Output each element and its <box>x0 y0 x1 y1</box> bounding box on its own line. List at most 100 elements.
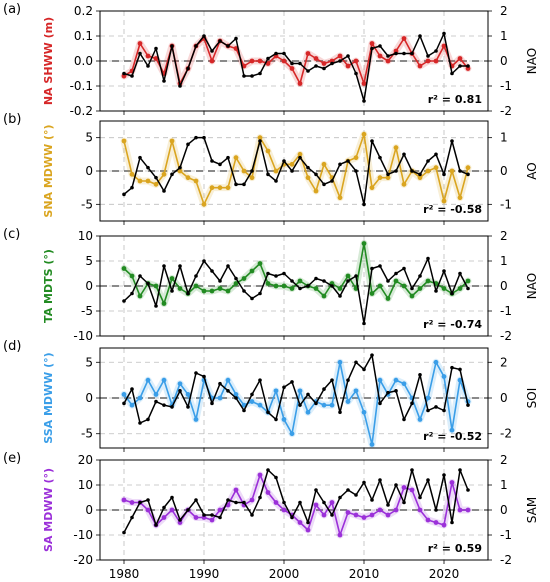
wave-point <box>265 281 271 286</box>
wave-point <box>225 377 231 383</box>
y-tick-label: 5 <box>85 254 93 268</box>
wave-point <box>297 520 303 525</box>
index-point <box>130 387 134 391</box>
index-point <box>282 500 286 505</box>
wave-point <box>161 171 167 177</box>
index-point <box>274 51 278 56</box>
index-point <box>426 408 430 413</box>
index-point <box>242 182 246 187</box>
index-point <box>250 513 254 517</box>
climate-index-line <box>123 469 469 533</box>
wave-point <box>137 395 143 401</box>
index-point <box>130 74 134 78</box>
wave-point <box>225 288 231 294</box>
wave-point <box>449 427 455 433</box>
index-point <box>194 371 198 375</box>
wave-point <box>353 58 359 64</box>
plot-frame <box>99 235 489 337</box>
wave-point <box>425 395 431 401</box>
wave-point <box>193 283 199 289</box>
index-point <box>138 155 142 160</box>
wave-point <box>337 53 343 59</box>
index-point <box>330 61 334 66</box>
wave-point <box>249 399 255 404</box>
wave-point <box>297 388 303 394</box>
wave-point <box>201 288 207 294</box>
index-point <box>210 269 214 273</box>
index-point <box>346 159 350 163</box>
x-tick-label: 2010 <box>349 567 380 581</box>
index-point <box>314 488 318 492</box>
index-point <box>386 279 390 283</box>
index-point <box>466 403 470 407</box>
index-point <box>346 488 350 492</box>
index-point <box>426 159 430 163</box>
index-point <box>130 291 134 296</box>
wave-point <box>177 381 183 387</box>
index-point <box>162 189 166 193</box>
series-uncertainty-band <box>120 358 472 448</box>
climate-index-line <box>123 257 469 325</box>
index-point <box>410 401 414 406</box>
index-point <box>194 135 198 140</box>
index-point <box>290 169 294 173</box>
index-point <box>394 483 398 487</box>
y-tick-label: -10 <box>73 329 93 343</box>
wave-point <box>249 58 255 64</box>
index-point <box>226 44 230 48</box>
wave-point <box>449 480 455 485</box>
wave-point <box>321 293 327 299</box>
index-point <box>386 390 390 395</box>
index-point <box>202 259 206 263</box>
wave-point <box>265 490 271 495</box>
index-point <box>274 475 278 480</box>
index-point <box>458 64 462 68</box>
wave-point <box>209 58 215 64</box>
index-point <box>242 289 246 293</box>
wave-point <box>361 241 367 246</box>
wave-point <box>425 58 431 64</box>
wave-point <box>353 388 359 394</box>
index-point <box>306 165 310 170</box>
r-squared-label: r² = 0.59 <box>428 542 482 555</box>
index-point <box>338 162 342 167</box>
wave-point <box>361 131 367 137</box>
wave-point <box>249 175 255 181</box>
wave-point <box>177 168 183 174</box>
wave-point <box>217 286 223 291</box>
wave-point <box>297 278 303 284</box>
index-point <box>442 473 446 477</box>
wave-point <box>401 181 407 187</box>
wave-point <box>385 296 391 301</box>
wave-point <box>289 161 295 167</box>
index-point <box>330 378 334 382</box>
wave-point <box>321 512 327 518</box>
index-point <box>434 405 438 409</box>
index-point <box>218 279 222 283</box>
wave-point <box>233 281 239 286</box>
y-tick-label: 0 <box>85 164 93 178</box>
wave-point <box>377 283 383 289</box>
wave-point <box>233 392 239 397</box>
index-point <box>442 408 446 413</box>
y-tick-label: -5 <box>81 197 93 211</box>
wave-point <box>313 56 319 61</box>
index-point <box>434 152 438 157</box>
index-point <box>386 172 390 177</box>
index-point <box>162 79 166 83</box>
index-point <box>354 169 358 173</box>
index-point <box>178 389 182 393</box>
index-point <box>146 64 150 68</box>
index-point <box>370 139 374 143</box>
r-squared-label: r² = -0.52 <box>423 430 482 443</box>
wave-point <box>305 527 311 533</box>
y-axis-label: TA MDTS (°) <box>42 249 55 323</box>
y-tick-label: 10 <box>78 478 93 492</box>
index-point <box>418 372 422 377</box>
wave-point <box>201 201 207 207</box>
index-point <box>442 269 446 273</box>
wave-point <box>433 520 439 525</box>
wave-point <box>305 175 311 181</box>
index-point <box>218 515 222 520</box>
index-point <box>186 508 190 512</box>
